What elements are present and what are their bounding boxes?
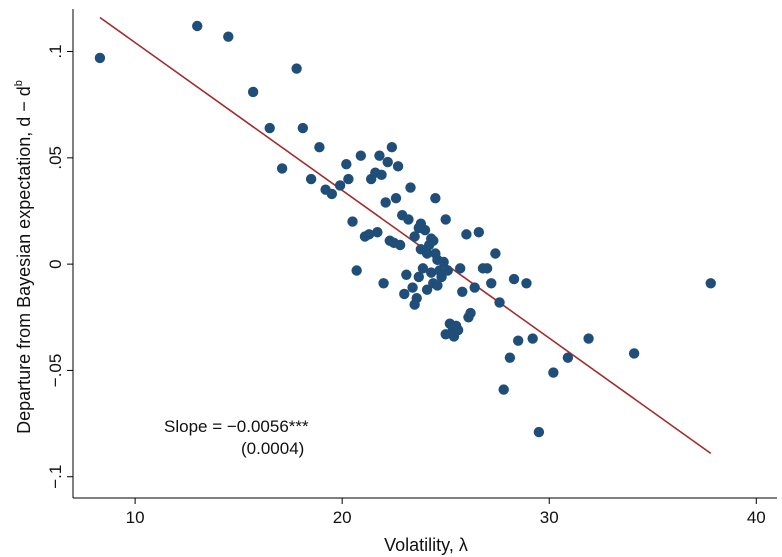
scatter-point	[380, 197, 391, 208]
scatter-point	[392, 161, 404, 172]
scatter-point	[442, 265, 453, 276]
scatter-point	[428, 235, 439, 246]
scatter-point	[386, 141, 398, 153]
scatter-point	[394, 239, 406, 251]
scatter-point	[291, 63, 302, 74]
scatter-point	[457, 286, 468, 297]
scatter-point	[562, 352, 574, 363]
scatter-point	[409, 231, 420, 242]
scatter-point	[363, 229, 375, 240]
x-tick-label: 40	[747, 508, 766, 527]
scatter-point	[419, 224, 431, 236]
scatter-point	[481, 263, 493, 274]
scatter-point	[421, 284, 433, 295]
scatter-point	[403, 214, 414, 225]
x-tick-label: 20	[333, 508, 352, 527]
fit-line-group	[99, 16, 712, 455]
y-axis-title-text: Departure from Bayesian expectation, d −…	[14, 86, 34, 434]
scatter-point	[504, 352, 516, 363]
scatter-point	[341, 159, 352, 170]
scatter-point	[512, 335, 524, 346]
scatter-point	[430, 193, 441, 204]
y-axis: −.1 −.05 0 .05 .1	[46, 9, 74, 498]
scatter-point	[382, 156, 393, 168]
scatter-point	[583, 333, 594, 344]
scatter-point	[498, 384, 509, 395]
scatter-point	[297, 122, 309, 134]
scatter-point	[376, 169, 387, 181]
scatter-point	[413, 271, 424, 283]
scatter-point	[508, 273, 520, 285]
scatter-point	[455, 263, 466, 274]
scatter-point	[407, 282, 418, 293]
scatter-point	[94, 52, 106, 64]
scatter-point	[461, 229, 472, 240]
scatter-point	[494, 297, 505, 308]
y-tick-label: .05	[46, 146, 65, 170]
scatter-point	[326, 188, 338, 200]
x-axis: 10 20 30 40	[73, 497, 777, 527]
scatter-point	[334, 180, 346, 191]
scatter-point	[372, 227, 383, 238]
x-tick-label: 10	[126, 508, 145, 527]
scatter-point	[533, 426, 545, 438]
fit-line	[99, 16, 712, 455]
scatter-point	[390, 193, 402, 204]
scatter-point	[421, 248, 433, 259]
scatter-point	[465, 307, 476, 319]
scatter-point	[192, 20, 203, 32]
scatter-point	[405, 182, 416, 193]
scatter-point	[548, 367, 559, 378]
scatter-point	[452, 324, 464, 336]
y-tick-label: .1	[46, 44, 65, 58]
x-tick-label: 30	[540, 508, 559, 527]
scatter-point	[374, 150, 385, 161]
scatter-point	[399, 288, 410, 300]
scatter-point	[490, 248, 501, 259]
scatter-point	[705, 278, 716, 289]
scatter-point	[401, 269, 412, 280]
scatter-points	[94, 20, 716, 438]
scatter-point	[305, 173, 317, 185]
scatter-point	[436, 271, 447, 283]
scatter-point	[486, 278, 497, 289]
scatter-point	[276, 163, 288, 174]
y-axis-title-superscript: b	[13, 80, 25, 86]
scatter-point	[473, 227, 485, 238]
scatter-point	[347, 216, 358, 227]
scatter-point	[378, 278, 389, 289]
scatter-point	[417, 263, 429, 274]
scatter-point	[314, 141, 325, 153]
scatter-point	[247, 86, 259, 98]
slope-se-annotation: (0.0004)	[241, 439, 304, 458]
y-tick-label: −.1	[46, 465, 65, 489]
scatter-point	[432, 280, 443, 291]
scatter-point	[223, 31, 234, 42]
scatter-point	[411, 292, 422, 304]
scatter-point	[527, 333, 538, 344]
scatter-point	[628, 348, 640, 359]
y-tick-label: −.05	[46, 354, 65, 388]
scatter-point	[264, 122, 275, 134]
scatter-point	[355, 150, 367, 161]
scatter-point	[438, 256, 449, 268]
scatter-point	[521, 278, 532, 289]
scatter-point	[351, 265, 362, 276]
scatter-point	[426, 267, 437, 278]
scatter-point	[343, 173, 354, 185]
scatter-point	[440, 214, 451, 225]
y-axis-title: Departure from Bayesian expectation, d −…	[13, 80, 34, 434]
slope-annotation: Slope = −0.0056***	[164, 417, 309, 436]
y-tick-label: 0	[46, 259, 65, 268]
x-axis-title: Volatility, λ	[384, 535, 468, 555]
scatter-point	[469, 282, 480, 293]
